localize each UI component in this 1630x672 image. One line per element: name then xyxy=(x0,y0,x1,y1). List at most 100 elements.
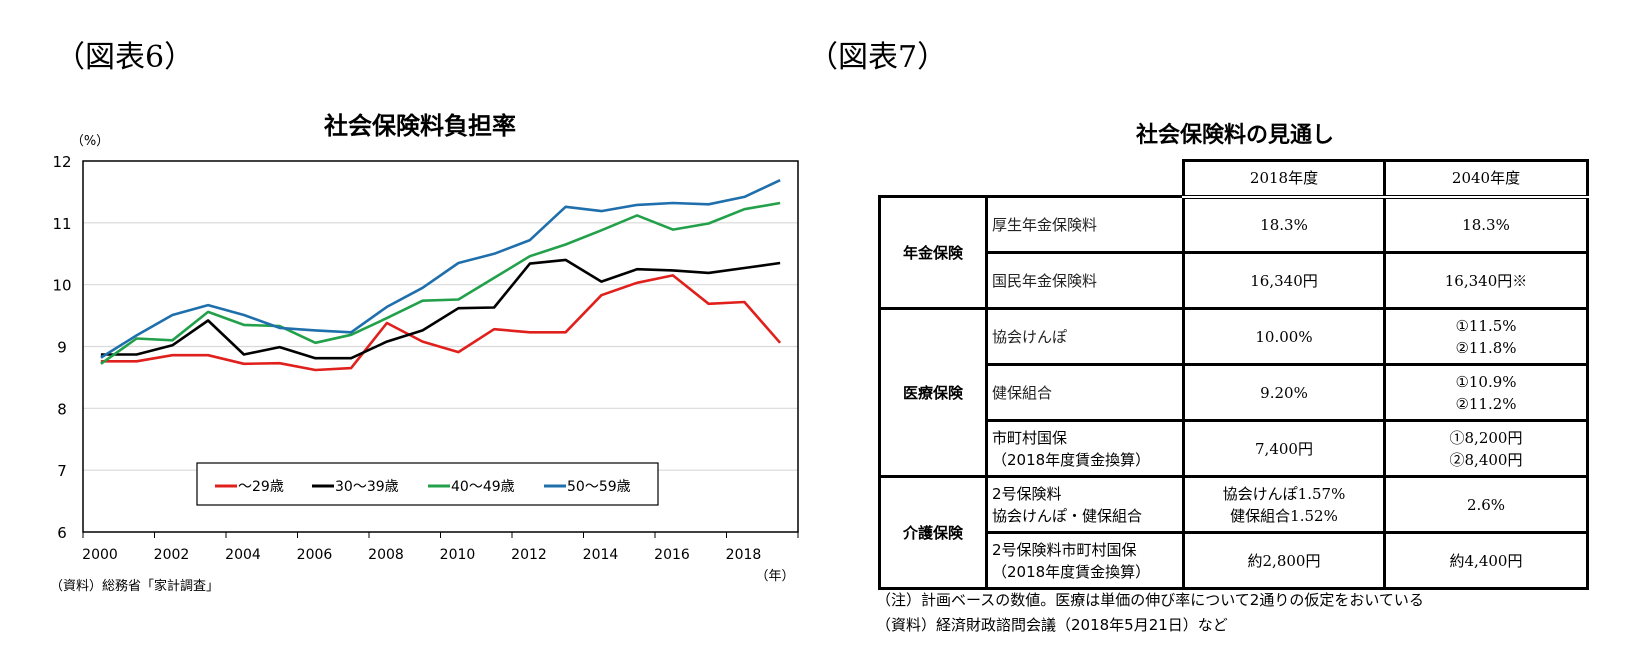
table-title: 社会保険料の見通し xyxy=(1135,123,1334,148)
figure6-label: （図表6） xyxy=(55,40,195,75)
row-item: 健保組合 xyxy=(985,363,1185,422)
cell-text: 10.00% xyxy=(1255,327,1313,346)
group-label: 医療保険 xyxy=(878,307,988,478)
y-tick-label: 12 xyxy=(52,153,71,171)
legend-box xyxy=(196,462,659,506)
cell-text: （2018年度賃金換算） xyxy=(992,562,1151,581)
group-label: 介護保険 xyxy=(878,475,988,590)
cell-text: ②11.2% xyxy=(1455,394,1517,413)
cell-text: 健保組合1.52% xyxy=(1230,506,1338,525)
row-item: 2号保険料協会けんぽ・健保組合 xyxy=(985,475,1185,534)
y-tick-label: 9 xyxy=(57,339,67,357)
table-row: 国民年金保険料 16,340円 16,340円※ xyxy=(880,251,1589,310)
group-label: 年金保険 xyxy=(878,195,988,310)
legend-label: 30～39歳 xyxy=(335,479,399,495)
y-tick-label: 11 xyxy=(52,215,71,233)
value-2018: 協会けんぽ1.57% 健保組合1.52% xyxy=(1182,475,1386,534)
value-2018: 約2,800円 xyxy=(1182,531,1386,590)
table-row: 2号保険料市町村国保 （2018年度賃金換算） 約2,800円 約4,400円 xyxy=(880,531,1589,590)
value-2040: 2.6% xyxy=(1383,475,1589,534)
x-tick-label: 2010 xyxy=(440,547,476,563)
projection-table: 2018年度 2040年度 年金保険 厚生年金保険料 18.3% 18.3% 国民年金保… xyxy=(878,159,1589,590)
header-2040: 2040年度 xyxy=(1383,159,1589,199)
value-2040: ①11.5% ②11.8% xyxy=(1383,307,1589,366)
cell-text: 16,340円 xyxy=(1250,271,1318,290)
value-2018: 16,340円 xyxy=(1182,251,1386,310)
cell-text: 18.3% xyxy=(1462,215,1510,234)
x-tick-label: 2006 xyxy=(297,547,333,563)
row-item: 2号保険料市町村国保 （2018年度賃金換算） xyxy=(985,531,1185,590)
table-row: 市町村国保 （2018年度賃金換算） 7,400円 ①8,200円 ②8,400円 xyxy=(880,419,1589,478)
table-row: 医療保険 協会けんぽ 10.00% ①11.5% ②11.8% xyxy=(878,307,1589,478)
cell-text: 18.3% xyxy=(1260,215,1308,234)
series-lines xyxy=(100,179,782,372)
value-2040: ①10.9% ②11.2% xyxy=(1383,363,1589,422)
x-axis-ticks: 2000 2002 2004 2006 2008 2010 2012 2014 2016 2018 xyxy=(82,532,799,563)
cell-text: 厚生年金保険料 xyxy=(992,215,1098,234)
cell-text: 7,400円 xyxy=(1255,439,1313,458)
figure6-source: （資料）総務省「家計調査」 xyxy=(50,578,219,594)
cell-text: 16,340円※ xyxy=(1444,271,1528,290)
x-tick-label: 2012 xyxy=(511,547,547,563)
y-axis-unit: （%） xyxy=(71,134,109,149)
row-item: 国民年金保険料 xyxy=(985,251,1185,310)
x-tick-label: 2018 xyxy=(726,547,762,563)
cell-text: ①10.9% xyxy=(1455,372,1517,391)
series-line-2 xyxy=(100,201,781,365)
y-tick-label: 6 xyxy=(57,524,67,542)
cell-text: 2号保険料市町村国保 xyxy=(992,540,1137,559)
x-tick-label: 2004 xyxy=(225,547,261,563)
row-item: 厚生年金保険料 xyxy=(985,195,1185,254)
value-2018: 9.20% xyxy=(1182,363,1386,422)
y-tick-label: 7 xyxy=(57,462,67,480)
figure7-label: （図表7） xyxy=(808,40,948,75)
cell-text: 約4,400円 xyxy=(1449,551,1523,570)
header-blank xyxy=(879,160,1184,198)
table-row: 健保組合 9.20% ①10.9% ②11.2% xyxy=(880,363,1589,422)
note-line: （注）計画ベースの数値。医療は単価の伸び率について2通りの仮定をおいている xyxy=(876,591,1424,609)
cell-text: 市町村国保 xyxy=(992,428,1068,447)
table-notes: （注）計画ベースの数値。医療は単価の伸び率について2通りの仮定をおいている （資… xyxy=(876,588,1424,638)
header-2018: 2018年度 xyxy=(1182,159,1386,199)
y-axis-ticks: 6 7 8 9 10 11 12 xyxy=(52,153,71,542)
value-2040: 約4,400円 xyxy=(1383,531,1589,590)
row-item: 市町村国保 （2018年度賃金換算） xyxy=(985,419,1185,478)
y-tick-label: 10 xyxy=(52,277,71,295)
x-tick-label: 2000 xyxy=(82,547,118,563)
legend: ～29歳 30～39歳 40～49歳 50～59歳 xyxy=(196,462,659,506)
x-tick-label: 2014 xyxy=(583,547,619,563)
cell-text: 9.20% xyxy=(1260,383,1308,402)
y-tick-label: 8 xyxy=(57,400,67,418)
cell-text: 国民年金保険料 xyxy=(992,271,1098,290)
x-axis-unit: （年） xyxy=(755,569,794,584)
cell-text: ②11.8% xyxy=(1455,338,1517,357)
cell-text: 協会けんぽ xyxy=(992,327,1068,346)
cell-text: （2018年度賃金換算） xyxy=(992,450,1151,469)
cell-text: 協会けんぽ・健保組合 xyxy=(992,506,1143,525)
chart-title: 社会保険料負担率 xyxy=(324,112,516,140)
legend-label: 40～49歳 xyxy=(451,479,515,495)
series-line-3 xyxy=(100,179,781,359)
cell-text: 2号保険料 xyxy=(992,484,1062,503)
value-2040: 18.3% xyxy=(1383,195,1589,254)
series-line-0 xyxy=(100,274,782,372)
line-chart: 社会保険料負担率 （%） 6 7 8 9 10 11 12 2000 2002 2004 2006… xyxy=(50,112,799,594)
row-item: 協会けんぽ xyxy=(985,307,1185,366)
cell-text: 協会けんぽ1.57% xyxy=(1222,484,1346,503)
table-header-row: 2018年度 2040年度 xyxy=(879,159,1589,199)
cell-text: 約2,800円 xyxy=(1247,551,1321,570)
value-2018: 18.3% xyxy=(1182,195,1386,254)
cell-text: 健保組合 xyxy=(992,383,1053,402)
legend-label: ～29歳 xyxy=(238,479,284,495)
table-row: 年金保険 厚生年金保険料 18.3% 18.3% xyxy=(878,195,1589,310)
legend-label: 50～59歳 xyxy=(567,479,631,495)
value-2018: 7,400円 xyxy=(1182,419,1386,478)
source-line: （資料）経済財政諮問会議（2018年5月21日）など xyxy=(876,616,1228,634)
cell-text: ①8,200円 xyxy=(1449,428,1523,447)
series-line-1 xyxy=(100,258,781,360)
cell-text: 2.6% xyxy=(1466,495,1506,514)
cell-text: ②8,400円 xyxy=(1449,450,1523,469)
value-2018: 10.00% xyxy=(1182,307,1386,366)
x-tick-label: 2002 xyxy=(154,547,190,563)
x-tick-label: 2016 xyxy=(654,547,690,563)
